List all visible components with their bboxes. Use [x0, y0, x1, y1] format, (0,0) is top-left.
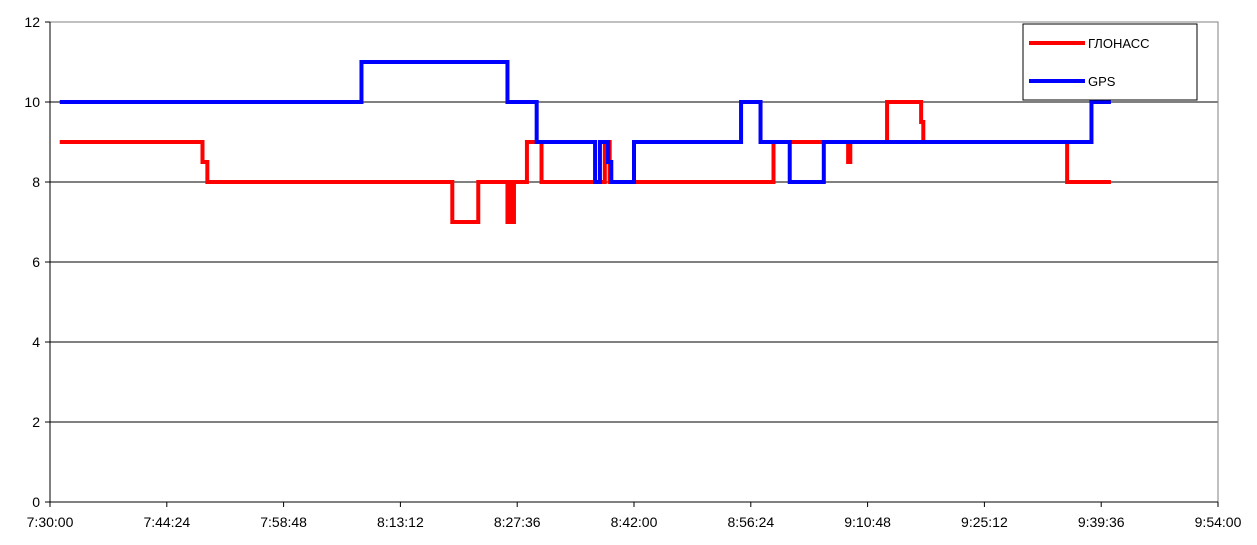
series-line-1	[59, 60, 1111, 184]
x-tick-label: 9:10:48	[844, 514, 891, 530]
series-layer	[59, 60, 1111, 224]
x-tick-label: 9:25:12	[961, 514, 1008, 530]
y-tick-label: 12	[24, 14, 40, 30]
y-tick-label: 6	[32, 254, 40, 270]
legend-label-0: ГЛОНАСС	[1088, 36, 1150, 51]
y-axis-ticks: 0 2 4 6 8 10 12	[24, 14, 50, 510]
y-tick-label: 10	[24, 94, 40, 110]
legend-label-1: GPS	[1088, 74, 1116, 89]
x-tick-label: 7:58:48	[260, 514, 307, 530]
legend-box	[1022, 23, 1198, 101]
x-tick-label: 7:30:00	[27, 514, 74, 530]
y-tick-label: 0	[32, 494, 40, 510]
y-tick-label: 4	[32, 334, 40, 350]
x-tick-label: 8:13:12	[377, 514, 424, 530]
legend: ГЛОНАСС GPS	[1022, 23, 1198, 101]
x-tick-label: 8:42:00	[611, 514, 658, 530]
x-tick-label: 8:27:36	[494, 514, 541, 530]
x-tick-label: 7:44:24	[143, 514, 190, 530]
x-axis-ticks: 7:30:00 7:44:24 7:58:48 8:13:12 8:27:36 8:42:…	[27, 502, 1242, 530]
y-tick-label: 2	[32, 414, 40, 430]
y-tick-label: 8	[32, 174, 40, 190]
x-tick-label: 8:56:24	[727, 514, 774, 530]
x-tick-label: 9:54:00	[1195, 514, 1242, 530]
series-line-0	[59, 100, 1111, 224]
x-tick-label: 9:39:36	[1078, 514, 1125, 530]
